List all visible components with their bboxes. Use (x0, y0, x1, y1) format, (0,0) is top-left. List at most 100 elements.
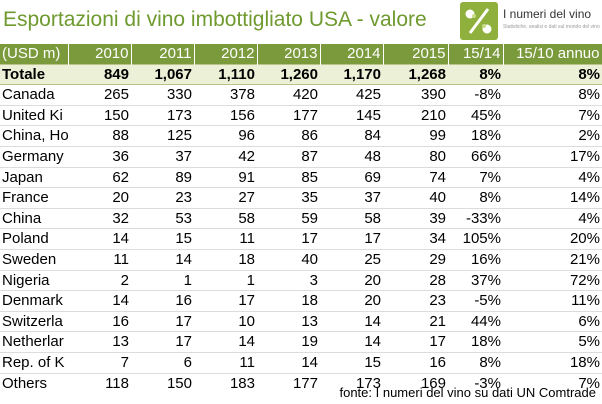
column-header: 15/14 (448, 44, 504, 65)
value-cell: 14 (68, 290, 131, 312)
value-cell: 2% (503, 125, 602, 147)
value-cell: 20 (320, 269, 383, 291)
table-row: Germany 36 37 42 87 48 80 66% 17% (0, 145, 602, 168)
column-header: 2010 (68, 44, 132, 65)
value-cell: 1,110 (194, 63, 257, 86)
country-cell: Switzerla (0, 310, 68, 332)
percent-grapes-icon (460, 2, 498, 40)
table-row: Canada 265 330 378 420 425 390 -8% 8% (0, 84, 602, 106)
value-cell: 14 (320, 310, 383, 332)
value-cell: -3% (448, 372, 503, 394)
value-cell: 15 (320, 351, 383, 373)
header-row: (USD m) 2010 2011 2012 2013 2014 2015 15/14 15/1… (0, 44, 602, 65)
value-cell: 72% (503, 269, 602, 291)
value-cell: 28 (383, 269, 448, 291)
value-cell: 169 (383, 372, 448, 394)
value-cell: 425 (320, 84, 383, 106)
column-header: 2013 (257, 44, 321, 65)
value-cell: 16% (448, 248, 503, 271)
table-row: United Ki 150 173 156 177 145 210 45% 7% (0, 104, 602, 126)
country-cell: Totale (0, 63, 68, 86)
value-cell: 11 (194, 228, 257, 250)
value-cell: 265 (68, 84, 131, 106)
value-cell: 4% (503, 166, 602, 188)
value-cell: 17 (383, 331, 448, 353)
value-cell: 1 (194, 269, 257, 291)
value-cell: 91 (194, 166, 257, 188)
value-cell: 40 (383, 187, 448, 209)
value-cell: 849 (68, 63, 131, 86)
value-cell: 13 (257, 310, 320, 332)
value-cell: 36 (68, 145, 131, 168)
value-cell: 23 (131, 187, 194, 209)
value-cell: 2 (68, 269, 131, 291)
value-cell: 88 (68, 125, 131, 147)
value-cell: 210 (383, 104, 448, 126)
value-cell: 150 (68, 104, 131, 126)
table-row: China, Ho 88 125 96 86 84 99 18% 2% (0, 125, 602, 147)
value-cell: 16 (68, 310, 131, 332)
table-row: Denmark 14 16 17 18 20 23 -5% 11% (0, 290, 602, 312)
column-header: 2011 (131, 44, 195, 65)
value-cell: 1,170 (320, 63, 383, 86)
logo: I numeri del vino Statistiche, analisi e… (460, 2, 600, 40)
value-cell: 5% (503, 331, 602, 353)
value-cell: 17 (320, 228, 383, 250)
value-cell: 14 (320, 331, 383, 353)
country-cell: Nigeria (0, 269, 68, 291)
value-cell: 14% (503, 187, 602, 209)
value-cell: 20 (68, 187, 131, 209)
value-cell: 53 (131, 207, 194, 229)
value-cell: 37% (448, 269, 503, 291)
value-cell: 7 (68, 351, 131, 373)
value-cell: 1 (131, 269, 194, 291)
value-cell: 1,268 (383, 63, 448, 86)
table-row: Poland 14 15 11 17 17 34 105% 20% (0, 228, 602, 250)
value-cell: 44% (448, 310, 503, 332)
value-cell: 23 (383, 290, 448, 312)
value-cell: 37 (131, 145, 194, 168)
value-cell: 11 (194, 351, 257, 373)
value-cell: 74 (383, 166, 448, 188)
value-cell: 17 (257, 228, 320, 250)
country-cell: Germany (0, 145, 68, 168)
table-row: Others 118 150 183 177 173 169 -3% 7% (0, 372, 602, 394)
value-cell: 84 (320, 125, 383, 147)
value-cell: 390 (383, 84, 448, 106)
value-cell: 29 (383, 248, 448, 271)
country-cell: Netherlar (0, 331, 68, 353)
table-row: Japan 62 89 91 85 69 74 7% 4% (0, 166, 602, 188)
column-header: 2014 (320, 44, 384, 65)
value-cell: 8% (503, 63, 602, 86)
value-cell: 118 (68, 372, 131, 394)
value-cell: 330 (131, 84, 194, 106)
value-cell: 69 (320, 166, 383, 188)
value-cell: 6 (131, 351, 194, 373)
exports-table: (USD m) 2010 2011 2012 2013 2014 2015 15/14 15/1… (0, 44, 602, 394)
value-cell: 19 (257, 331, 320, 353)
column-header: 15/10 annuo (503, 44, 602, 65)
value-cell: 145 (320, 104, 383, 126)
value-cell: 8% (448, 187, 503, 209)
value-cell: 37 (320, 187, 383, 209)
value-cell: 15 (131, 228, 194, 250)
value-cell: 7% (448, 166, 503, 188)
value-cell: 8% (448, 351, 503, 373)
value-cell: 183 (194, 372, 257, 394)
value-cell: 173 (131, 104, 194, 126)
value-cell: 18 (257, 290, 320, 312)
value-cell: 11 (68, 248, 131, 271)
page-title: Esportazioni di vino imbottigliato USA -… (3, 8, 427, 31)
country-cell: United Ki (0, 104, 68, 126)
value-cell: 66% (448, 145, 503, 168)
source-note: fonte: I numeri del vino su dati UN Comt… (339, 385, 596, 400)
value-cell: 99 (383, 125, 448, 147)
value-cell: 34 (383, 228, 448, 250)
value-cell: 32 (68, 207, 131, 229)
value-cell: 378 (194, 84, 257, 106)
value-cell: 105% (448, 228, 503, 250)
value-cell: -33% (448, 207, 503, 229)
value-cell: 21 (383, 310, 448, 332)
value-cell: 17% (503, 145, 602, 168)
value-cell: 17 (131, 331, 194, 353)
